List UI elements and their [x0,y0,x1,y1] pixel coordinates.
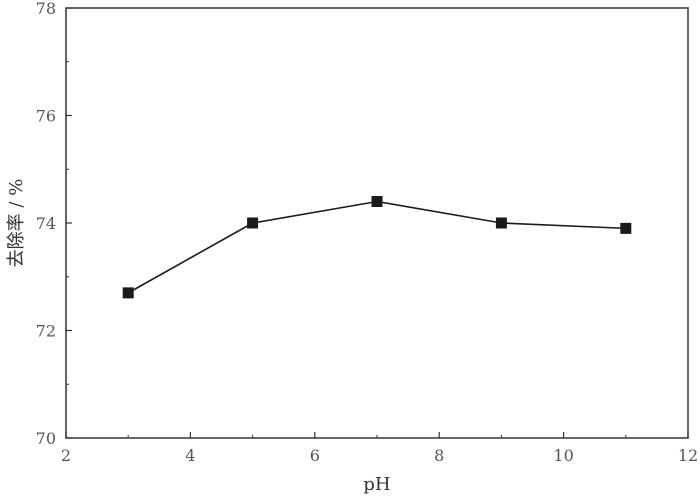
y-ticks: 70 72 74 76 78 [36,0,72,448]
x-ticks: 2 4 6 8 10 12 [61,432,698,465]
data-point-marker [620,222,632,234]
y-tick-label: 78 [36,0,56,18]
x-tick-label: 8 [434,446,444,465]
y-tick-label: 76 [36,107,56,126]
data-point-marker [371,196,383,207]
y-tick-label: 74 [36,214,56,233]
series-layer [122,196,632,299]
y-tick-label: 70 [36,429,56,448]
x-tick-label: 12 [678,446,698,465]
y-tick-label: 72 [36,322,56,341]
x-tick-label: 10 [553,446,573,465]
x-axis-title: pH [363,474,390,495]
x-tick-label: 6 [310,446,320,465]
data-point-marker [495,217,507,229]
y-axis-title: 去除率 / % [6,179,27,268]
x-tick-label: 2 [61,446,71,465]
series-line [127,200,626,294]
data-point-marker [247,217,259,229]
plot-area [65,7,689,439]
x-tick-label: 4 [185,446,195,465]
data-point-marker [122,287,134,299]
